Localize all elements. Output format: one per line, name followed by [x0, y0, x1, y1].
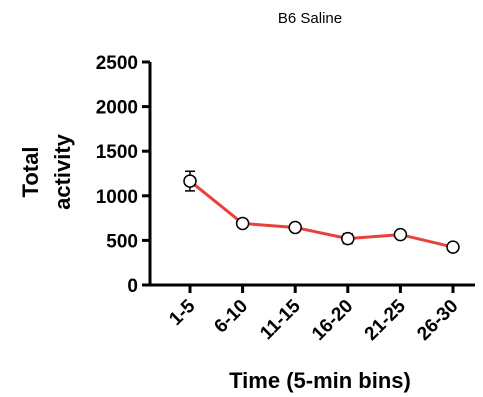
y-tick-label: 2000 — [96, 98, 138, 119]
x-axis-title: Time (5-min bins) — [229, 368, 411, 393]
y-axis-title-line2: activity — [50, 133, 75, 210]
data-point — [446, 240, 460, 254]
data-point — [393, 227, 408, 242]
x-axis: 1-5 6-10 11-15 16-20 21-25 26-30 — [150, 283, 475, 345]
x-tick-label: 6-10 — [210, 296, 252, 338]
x-tick-label: 26-30 — [413, 296, 462, 345]
x-tick-label: 1-5 — [165, 295, 200, 330]
x-tick-label: 11-15 — [256, 295, 305, 344]
data-point — [183, 174, 197, 188]
x-tick-label: 21-25 — [361, 295, 411, 345]
data-point — [288, 220, 302, 235]
y-axis: 0 500 1000 1500 2000 2500 — [96, 53, 152, 297]
chart-title: B6 Saline — [278, 10, 342, 27]
series-layer — [183, 170, 460, 254]
data-point — [341, 231, 355, 246]
y-tick-label: 0 — [127, 276, 138, 297]
y-axis-title: Total activity — [18, 133, 75, 210]
y-tick-label: 2500 — [96, 53, 138, 74]
data-point — [235, 216, 250, 231]
series-line — [189, 179, 454, 249]
y-tick-label: 1500 — [96, 142, 138, 163]
y-tick-label: 500 — [106, 231, 138, 252]
y-axis-title-line1: Total — [18, 147, 43, 198]
y-tick-label: 1000 — [96, 187, 138, 208]
x-tick-label: 16-20 — [308, 296, 357, 345]
